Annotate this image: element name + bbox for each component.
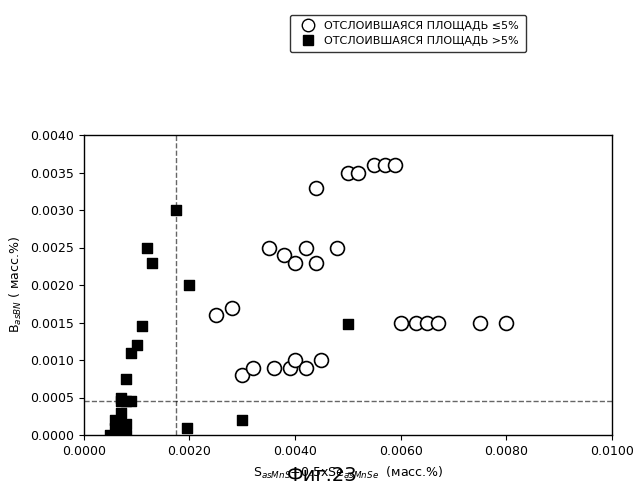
Point xyxy=(121,431,131,439)
Point xyxy=(263,244,274,252)
Point xyxy=(390,161,401,169)
Point xyxy=(311,184,321,192)
Point xyxy=(290,258,300,266)
Point xyxy=(182,424,192,432)
Point xyxy=(227,304,237,312)
Point xyxy=(422,318,432,326)
Point xyxy=(110,424,120,432)
Point xyxy=(501,318,511,326)
Point xyxy=(290,356,300,364)
Point xyxy=(332,244,343,252)
Point xyxy=(211,311,221,319)
Point xyxy=(121,375,131,383)
Point xyxy=(237,416,247,424)
Point xyxy=(379,161,390,169)
Point xyxy=(131,341,142,349)
Point xyxy=(353,168,363,176)
Point xyxy=(147,258,158,266)
Point xyxy=(300,244,310,252)
Point xyxy=(247,364,258,372)
Point xyxy=(269,364,279,372)
Point xyxy=(115,431,126,439)
Point xyxy=(115,394,126,402)
Point xyxy=(395,318,406,326)
Point xyxy=(300,364,310,372)
Point xyxy=(105,431,115,439)
Point xyxy=(285,364,295,372)
Text: Фиг.23: Фиг.23 xyxy=(287,466,357,485)
Point xyxy=(142,244,152,252)
Point xyxy=(137,322,147,330)
Point xyxy=(237,371,247,379)
Point xyxy=(171,206,182,214)
Point xyxy=(369,161,379,169)
Y-axis label: B$_{asBN}$ ( мacс.%): B$_{asBN}$ ( мacс.%) xyxy=(8,236,24,334)
Legend: ОТСЛОИВШАЯСЯ ПЛОЩАДЬ ≤5%, ОТСЛОИВШАЯСЯ ПЛОЩАДЬ >5%: ОТСЛОИВШАЯСЯ ПЛОЩАДЬ ≤5%, ОТСЛОИВШАЯСЯ П… xyxy=(290,14,526,52)
Point xyxy=(311,258,321,266)
X-axis label: S$_{asMnS}$+0.5xSe$_{asMnSe}$  (мacс.%): S$_{asMnS}$+0.5xSe$_{asMnSe}$ (мacс.%) xyxy=(252,464,443,481)
Point xyxy=(121,397,131,405)
Point xyxy=(110,416,120,424)
Point xyxy=(343,168,353,176)
Point xyxy=(115,408,126,416)
Point xyxy=(316,356,327,364)
Point xyxy=(184,281,194,289)
Point xyxy=(126,348,137,356)
Point xyxy=(412,318,422,326)
Point xyxy=(343,320,353,328)
Point xyxy=(475,318,485,326)
Point xyxy=(279,251,290,259)
Point xyxy=(432,318,442,326)
Point xyxy=(115,397,126,405)
Point xyxy=(126,397,137,405)
Point xyxy=(121,420,131,428)
